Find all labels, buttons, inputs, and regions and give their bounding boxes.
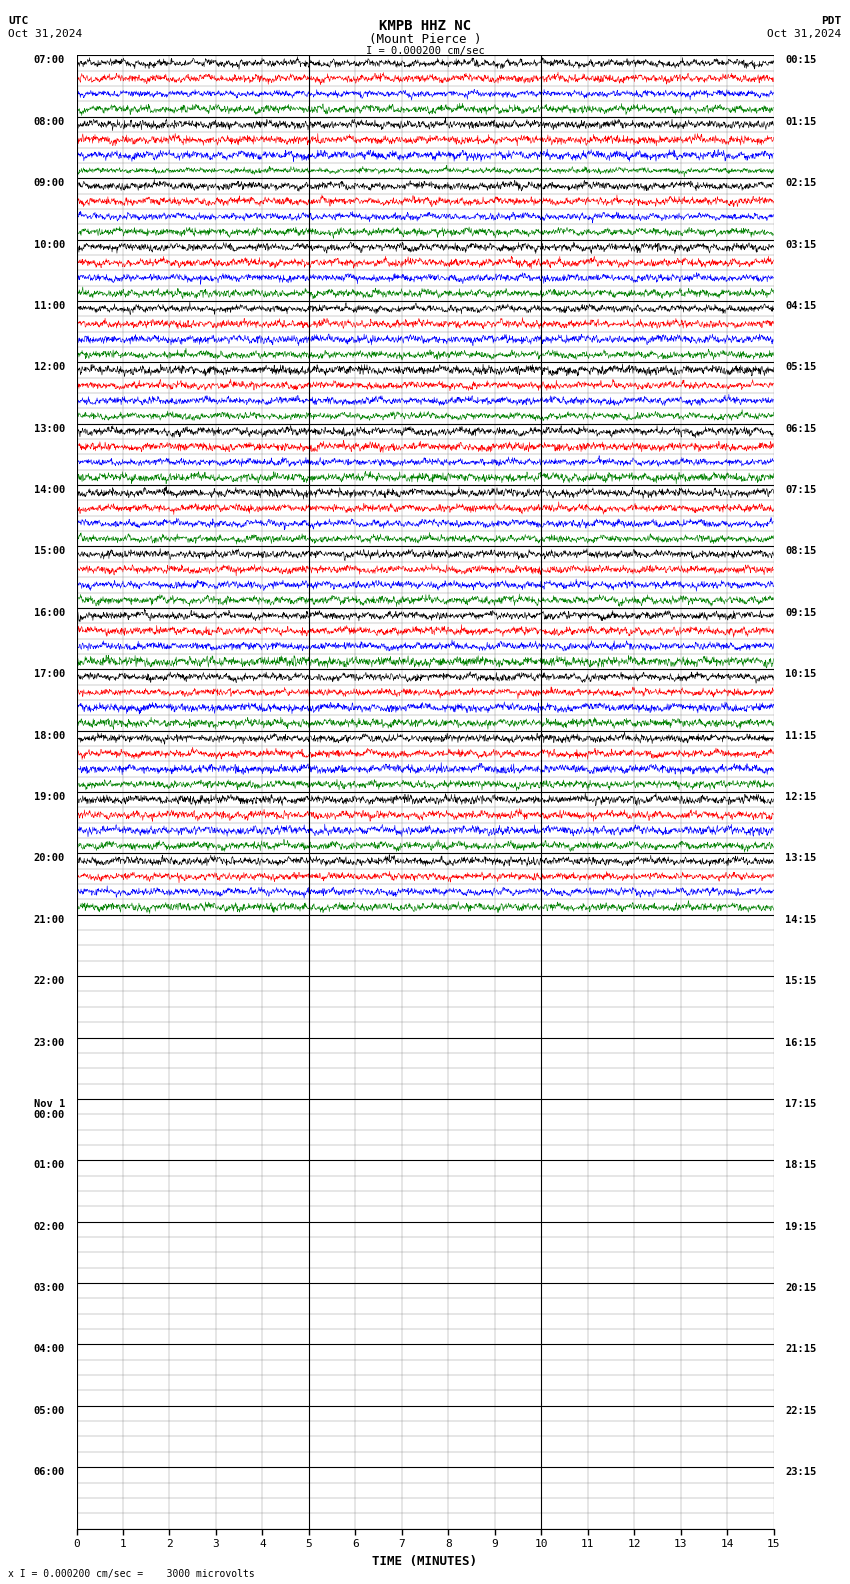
Text: 11:15: 11:15: [785, 730, 816, 741]
Text: 08:15: 08:15: [785, 546, 816, 556]
Text: 20:00: 20:00: [34, 854, 65, 863]
Text: 19:00: 19:00: [34, 792, 65, 802]
Text: 06:15: 06:15: [785, 423, 816, 434]
Text: 01:00: 01:00: [34, 1159, 65, 1171]
Text: I = 0.000200 cm/sec: I = 0.000200 cm/sec: [366, 46, 484, 55]
Text: 00:15: 00:15: [785, 55, 816, 65]
Text: 06:00: 06:00: [34, 1467, 65, 1478]
Text: Oct 31,2024: Oct 31,2024: [8, 29, 82, 38]
Text: 03:00: 03:00: [34, 1283, 65, 1293]
Text: 20:15: 20:15: [785, 1283, 816, 1293]
Text: 10:15: 10:15: [785, 668, 816, 680]
Text: 21:15: 21:15: [785, 1345, 816, 1354]
Text: 23:00: 23:00: [34, 1038, 65, 1047]
Text: 05:15: 05:15: [785, 363, 816, 372]
Text: 14:00: 14:00: [34, 485, 65, 496]
Text: 11:00: 11:00: [34, 301, 65, 310]
Text: 17:00: 17:00: [34, 668, 65, 680]
Text: 07:00: 07:00: [34, 55, 65, 65]
Text: 05:00: 05:00: [34, 1407, 65, 1416]
Text: 12:15: 12:15: [785, 792, 816, 802]
Text: 17:15: 17:15: [785, 1099, 816, 1109]
Text: KMPB HHZ NC: KMPB HHZ NC: [379, 19, 471, 33]
X-axis label: TIME (MINUTES): TIME (MINUTES): [372, 1554, 478, 1568]
Text: 21:00: 21:00: [34, 914, 65, 925]
Text: Nov 1
00:00: Nov 1 00:00: [34, 1099, 65, 1120]
Text: 16:00: 16:00: [34, 608, 65, 618]
Text: 15:15: 15:15: [785, 976, 816, 987]
Text: 18:00: 18:00: [34, 730, 65, 741]
Text: 04:00: 04:00: [34, 1345, 65, 1354]
Text: 02:00: 02:00: [34, 1221, 65, 1232]
Text: x I = 0.000200 cm/sec =    3000 microvolts: x I = 0.000200 cm/sec = 3000 microvolts: [8, 1570, 255, 1579]
Text: 09:15: 09:15: [785, 608, 816, 618]
Text: 18:15: 18:15: [785, 1159, 816, 1171]
Text: 02:15: 02:15: [785, 177, 816, 188]
Text: 22:00: 22:00: [34, 976, 65, 987]
Text: 04:15: 04:15: [785, 301, 816, 310]
Text: 19:15: 19:15: [785, 1221, 816, 1232]
Text: 10:00: 10:00: [34, 239, 65, 250]
Text: 08:00: 08:00: [34, 117, 65, 127]
Text: 15:00: 15:00: [34, 546, 65, 556]
Text: 14:15: 14:15: [785, 914, 816, 925]
Text: 07:15: 07:15: [785, 485, 816, 496]
Text: 01:15: 01:15: [785, 117, 816, 127]
Text: (Mount Pierce ): (Mount Pierce ): [369, 33, 481, 46]
Text: 13:00: 13:00: [34, 423, 65, 434]
Text: 23:15: 23:15: [785, 1467, 816, 1478]
Text: 13:15: 13:15: [785, 854, 816, 863]
Text: Oct 31,2024: Oct 31,2024: [768, 29, 842, 38]
Text: UTC: UTC: [8, 16, 29, 25]
Text: 12:00: 12:00: [34, 363, 65, 372]
Text: 16:15: 16:15: [785, 1038, 816, 1047]
Text: PDT: PDT: [821, 16, 842, 25]
Text: 03:15: 03:15: [785, 239, 816, 250]
Text: 09:00: 09:00: [34, 177, 65, 188]
Text: 22:15: 22:15: [785, 1407, 816, 1416]
